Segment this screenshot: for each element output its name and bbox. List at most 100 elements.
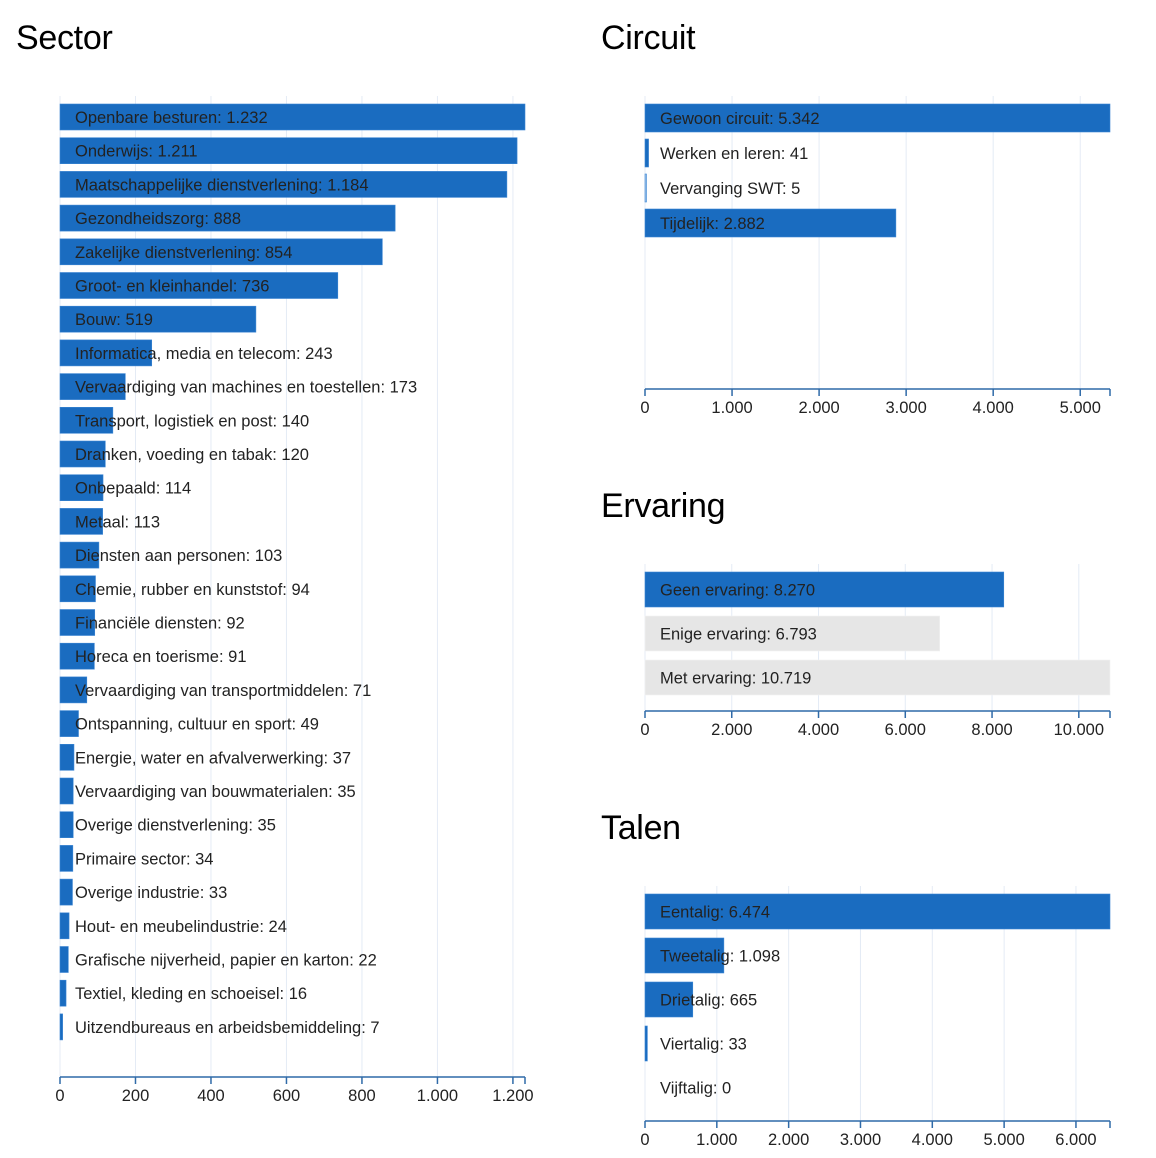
talen-tick-label: 4.000 — [912, 1131, 953, 1149]
sector-bar-label: Dranken, voeding en tabak: 120 — [75, 446, 309, 464]
sector-bar[interactable] — [59, 238, 383, 266]
ervaring-tick-label: 4.000 — [798, 721, 839, 739]
sector-bar[interactable] — [59, 541, 100, 569]
sector-title: Sector — [16, 19, 113, 57]
sector-bar[interactable] — [59, 777, 74, 805]
ervaring-bar-label: Met ervaring: 10.719 — [660, 670, 811, 688]
sector-bar[interactable] — [59, 912, 70, 940]
sector-bar-label: Hout- en meubelindustrie: 24 — [75, 918, 287, 936]
sector-bar[interactable] — [59, 272, 339, 299]
sector-bar[interactable] — [59, 305, 257, 333]
sector-tick-label: 1.000 — [417, 1087, 458, 1105]
sector-bar[interactable] — [59, 676, 88, 704]
sector-bar[interactable] — [59, 1013, 63, 1041]
sector-bar-label: Horeca en toerisme: 91 — [75, 648, 247, 666]
talen-tick-label: 3.000 — [840, 1131, 881, 1149]
sector-bar-label: Informatica, media en telecom: 243 — [75, 345, 333, 363]
sector-bar-label: Openbare besturen: 1.232 — [75, 109, 268, 127]
sector-bar[interactable] — [59, 845, 74, 872]
sector-bar[interactable] — [59, 406, 114, 434]
sector-bar-label: Overige dienstverlening: 35 — [75, 817, 276, 835]
sector-bar[interactable] — [59, 373, 126, 400]
talen-tick-label: 5.000 — [983, 1131, 1024, 1149]
talen-title: Talen — [601, 809, 681, 847]
ervaring-tick-label: 2.000 — [711, 721, 752, 739]
sector-bar-label: Chemie, rubber en kunststof: 94 — [75, 581, 310, 599]
sector-bar[interactable] — [59, 946, 69, 973]
sector-bar-label: Overige industrie: 33 — [75, 884, 227, 902]
circuit-bar[interactable] — [644, 173, 647, 203]
ervaring-bar[interactable] — [644, 659, 1111, 696]
circuit-bar[interactable] — [644, 138, 649, 168]
ervaring-bar-label: Geen ervaring: 8.270 — [660, 582, 815, 600]
sector-bar-label: Metaal: 113 — [75, 513, 160, 531]
sector-bar[interactable] — [59, 339, 153, 367]
talen-bar-label: Vijftalig: 0 — [660, 1080, 731, 1098]
sector-bar-label: Zakelijke dienstverlening: 854 — [75, 244, 292, 262]
sector-bar-label: Financiële diensten: 92 — [75, 615, 245, 633]
sector-bar[interactable] — [59, 979, 67, 1007]
circuit-tick-label: 5.000 — [1060, 399, 1101, 417]
sector-bar[interactable] — [59, 474, 104, 502]
sector-bar-label: Groot- en kleinhandel: 736 — [75, 278, 269, 296]
sector-bar-label: Diensten aan personen: 103 — [75, 547, 282, 565]
ervaring-tick-label: 0 — [640, 721, 649, 739]
sector-bar[interactable] — [59, 811, 74, 839]
talen-tick-label: 1.000 — [696, 1131, 737, 1149]
sector-bar[interactable] — [59, 508, 103, 535]
circuit-tick-label: 2.000 — [798, 399, 839, 417]
sector-tick-label: 0 — [55, 1087, 64, 1105]
circuit-tick-label: 4.000 — [973, 399, 1014, 417]
sector-bar-label: Gezondheidszorg: 888 — [75, 210, 241, 228]
circuit-bar[interactable] — [644, 208, 897, 238]
talen-tick-label: 6.000 — [1055, 1131, 1096, 1149]
sector-bar-label: Onbepaald: 114 — [75, 480, 191, 498]
sector-bar-label: Vervaardiging van transportmiddelen: 71 — [75, 682, 371, 700]
sector-bar[interactable] — [59, 440, 106, 468]
sector-plot: Openbare besturen: 1.232 Onderwijs: 1.211… — [55, 96, 534, 1105]
sector-bar-label: Vervaardiging van bouwmaterialen: 35 — [75, 783, 356, 801]
ervaring-tick-label: 8.000 — [971, 721, 1012, 739]
sector-bar-label: Maatschappelijke dienstverlening: 1.184 — [75, 176, 369, 194]
sector-bar-label: Vervaardiging van machines en toestellen… — [75, 379, 417, 397]
ervaring-tick-label: 10.000 — [1054, 721, 1104, 739]
ervaring-bar-label: Enige ervaring: 6.793 — [660, 626, 817, 644]
sector-tick-label: 600 — [273, 1087, 301, 1105]
circuit-bar-label: Werken en leren: 41 — [660, 145, 808, 163]
sector-bar-label: Transport, logistiek en post: 140 — [75, 412, 309, 430]
sector-bar[interactable] — [59, 137, 518, 164]
sector-bar[interactable] — [59, 204, 396, 232]
sector-bar[interactable] — [59, 609, 96, 636]
ervaring-bar[interactable] — [644, 615, 940, 652]
sector-bar[interactable] — [59, 710, 79, 737]
circuit-bar[interactable] — [644, 103, 1111, 133]
circuit-tick-label: 3.000 — [885, 399, 926, 417]
circuit-bar-label: Tijdelijk: 2.882 — [660, 215, 765, 233]
circuit-tick-label: 1.000 — [711, 399, 752, 417]
ervaring-tick-label: 6.000 — [885, 721, 926, 739]
sector-bar-label: Grafische nijverheid, papier en karton: … — [75, 952, 377, 970]
sector-bar[interactable] — [59, 743, 75, 771]
sector-bar[interactable] — [59, 103, 526, 131]
sector-tick-label: 1.200 — [492, 1087, 533, 1105]
talen-bar[interactable] — [644, 1025, 648, 1062]
sector-bar-label: Ontspanning, cultuur en sport: 49 — [75, 716, 319, 734]
talen-bar-label: Tweetalig: 1.098 — [660, 948, 780, 966]
talen-plot: Eentalig: 6.474 Tweetalig: 1.098 Drietalig… — [640, 886, 1111, 1149]
sector-bar[interactable] — [59, 575, 96, 603]
ervaring-plot: Geen ervaring: 8.270 Enige ervaring: 6.79… — [640, 564, 1111, 739]
circuit-title: Circuit — [601, 19, 696, 57]
sector-bar-label: Energie, water en afvalverwerking: 37 — [75, 749, 351, 767]
sector-bar[interactable] — [59, 878, 73, 906]
talen-bar[interactable] — [644, 893, 1111, 930]
circuit-bar-label: Vervanging SWT: 5 — [660, 180, 800, 198]
talen-bar-label: Viertalig: 33 — [660, 1036, 747, 1054]
talen-bar[interactable] — [644, 937, 725, 974]
sector-bar[interactable] — [59, 642, 95, 670]
talen-bar[interactable] — [644, 981, 694, 1018]
sector-bar[interactable] — [59, 171, 508, 198]
ervaring-bar[interactable] — [644, 571, 1005, 608]
sector-bar-label: Textiel, kleding en schoeisel: 16 — [75, 985, 307, 1003]
talen-tick-label: 2.000 — [768, 1131, 809, 1149]
